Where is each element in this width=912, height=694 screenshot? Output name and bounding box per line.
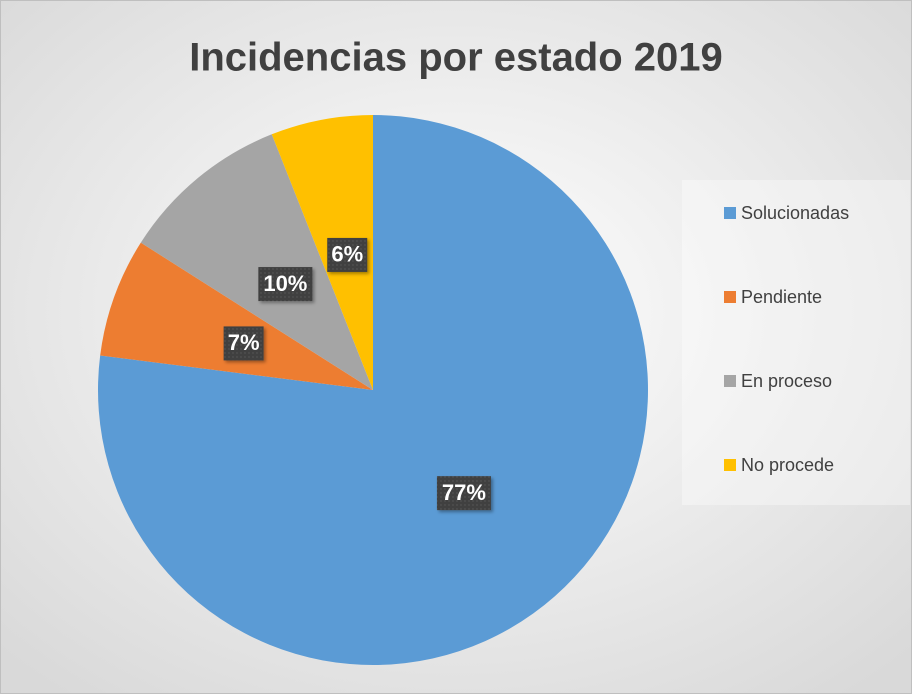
legend-label: No procede xyxy=(741,455,834,475)
data-label-box xyxy=(223,326,264,361)
legend-swatch xyxy=(724,375,736,387)
legend-label: En proceso xyxy=(741,371,832,391)
chart-title: Incidencias por estado 2019 xyxy=(189,36,723,80)
legend-swatch xyxy=(724,459,736,471)
legend-swatch xyxy=(724,291,736,303)
pie-slice xyxy=(271,115,373,390)
legend-swatch xyxy=(724,207,736,219)
pie-slice xyxy=(100,242,373,390)
data-label-box xyxy=(327,237,368,272)
legend-box xyxy=(682,180,910,505)
pie-slice xyxy=(140,134,373,390)
legend-label: Pendiente xyxy=(741,287,822,307)
data-label-box xyxy=(436,476,491,511)
data-label: 77% xyxy=(442,480,486,505)
data-label: 7% xyxy=(228,330,260,355)
data-label: 6% xyxy=(331,242,363,267)
data-label: 10% xyxy=(263,271,307,296)
data-label-box xyxy=(258,267,313,302)
pie-slice xyxy=(98,115,648,665)
legend-label: Solucionadas xyxy=(741,203,849,223)
